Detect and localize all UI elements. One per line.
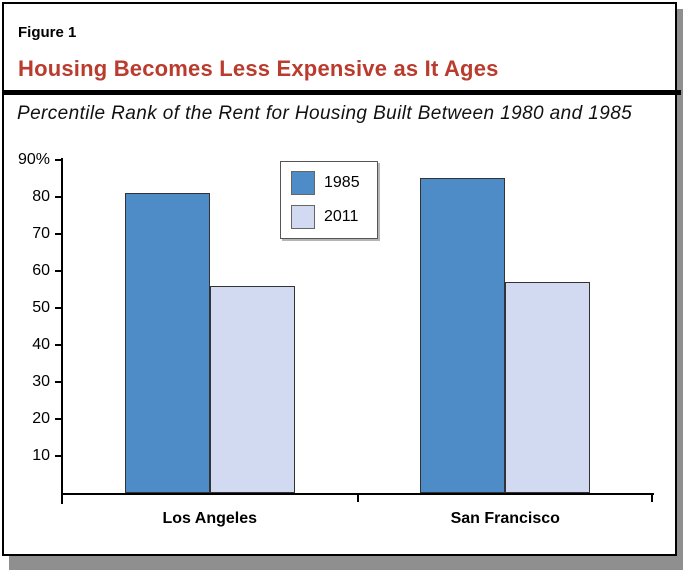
ytick-mark-10 — [55, 455, 62, 457]
legend-label-2011: 2011 — [324, 208, 359, 225]
category-label-los-angeles: Los Angeles — [162, 510, 258, 527]
ytick-mark-50 — [55, 307, 62, 309]
figure-title: Housing Becomes Less Expensive as It Age… — [18, 56, 499, 81]
ytick-mark-30 — [55, 381, 62, 383]
drop-shadow-bottom — [9, 556, 683, 570]
ytick-label-50: 50 — [32, 299, 50, 316]
ytick-label-80: 80 — [32, 188, 50, 205]
ytick-label-90: 90% — [17, 151, 50, 168]
ytick-label-20: 20 — [32, 410, 50, 427]
ytick-label-60: 60 — [32, 262, 50, 279]
xtick-mark-0 — [61, 493, 63, 502]
legend-label-1985: 1985 — [324, 174, 360, 191]
ytick-mark-60 — [55, 270, 62, 272]
xtick-mark-1 — [356, 493, 359, 502]
drop-shadow-right — [677, 9, 683, 570]
bar-los-angeles-1985 — [124, 193, 210, 493]
ytick-mark-80 — [55, 196, 62, 198]
ytick-label-10: 10 — [32, 447, 50, 464]
y-axis-line — [61, 158, 63, 504]
legend-swatch-1985 — [291, 171, 315, 195]
xtick-mark-2 — [651, 493, 653, 502]
ytick-mark-90 — [55, 159, 62, 161]
ytick-mark-70 — [55, 233, 62, 235]
ytick-mark-40 — [55, 344, 62, 346]
legend-swatch-2011 — [291, 205, 315, 229]
bar-san-francisco-2011 — [505, 282, 591, 493]
figure-number-label: Figure 1 — [18, 24, 77, 41]
ytick-label-30: 30 — [32, 373, 50, 390]
ytick-label-70: 70 — [32, 225, 50, 242]
bar-san-francisco-1985 — [420, 178, 506, 493]
bar-los-angeles-2011 — [209, 286, 295, 493]
category-label-san-francisco: San Francisco — [450, 510, 560, 527]
ytick-label-40: 40 — [32, 336, 50, 353]
chart-legend: 1985 2011 — [280, 161, 378, 239]
title-divider-rule — [2, 90, 681, 95]
ytick-mark-20 — [55, 418, 62, 420]
figure-subtitle: Percentile Rank of the Rent for Housing … — [17, 103, 633, 124]
